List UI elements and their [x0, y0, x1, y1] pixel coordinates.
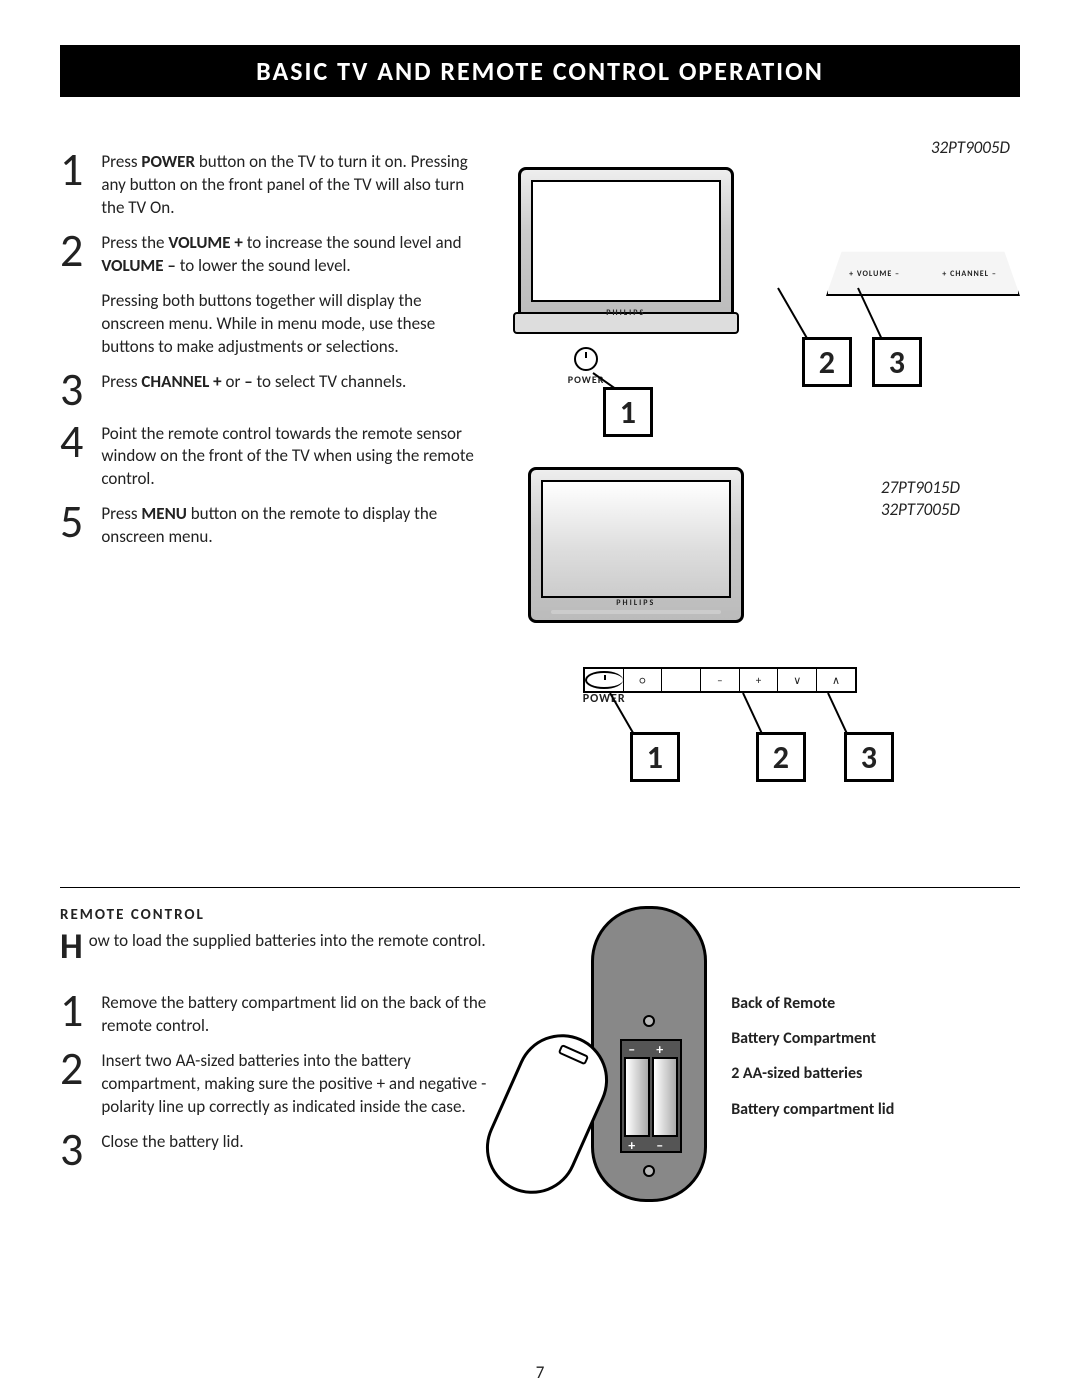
- callout-1b: 1: [630, 732, 680, 782]
- remote-annotations: Back of Remote Battery Compartment 2 AA-…: [731, 986, 894, 1127]
- power-icon: [585, 671, 623, 689]
- volume-label: + VOLUME –: [849, 269, 900, 279]
- remote-back: – + + –: [591, 906, 707, 1202]
- callout-2a: 2: [802, 337, 852, 387]
- dropcap: H: [60, 930, 89, 962]
- callout-3b: 3: [844, 732, 894, 782]
- tv-illustration: PHILIPS: [528, 467, 744, 623]
- brand-label: PHILIPS: [606, 308, 645, 318]
- power-label: POWER: [583, 692, 626, 706]
- section-title: BASIC TV AND REMOTE CONTROL OPERATION: [60, 45, 1020, 97]
- tv-steps: 1Press POWER button on the TV to turn it…: [60, 147, 488, 557]
- remote-control-intro: How to load the supplied batteries into …: [60, 930, 511, 962]
- callout-1a: 1: [603, 387, 653, 437]
- channel-label: + CHANNEL –: [942, 269, 997, 279]
- remote-control-heading: REMOTE CONTROL: [60, 906, 511, 924]
- tv-illustration: PHILIPS: [518, 167, 734, 323]
- remote-steps: 1Remove the battery compartment lid on t…: [60, 988, 511, 1179]
- brand-label: PHILIPS: [616, 598, 655, 608]
- button-panel-a: + VOLUME – + CHANNEL –: [826, 237, 1020, 296]
- tv-figure-2: PHILIPS ○–+∨∧ POWER 1 2 3: [518, 467, 1020, 827]
- tv-figure-1: PHILIPS + VOLUME – + CHANNEL – POWER 1 2: [518, 147, 1020, 447]
- section-divider: [60, 887, 1020, 888]
- battery: [652, 1057, 678, 1137]
- button-panel-b: ○–+∨∧: [583, 667, 857, 693]
- callout-3a: 3: [872, 337, 922, 387]
- page-number: 7: [536, 1362, 545, 1383]
- power-button-illus: POWER: [568, 347, 605, 386]
- remote-figure: – + + – Back of Remote Battery Compartme…: [531, 906, 1020, 1206]
- leader-line: [777, 288, 809, 341]
- battery: [624, 1057, 650, 1137]
- power-icon: [574, 347, 598, 371]
- callout-2b: 2: [756, 732, 806, 782]
